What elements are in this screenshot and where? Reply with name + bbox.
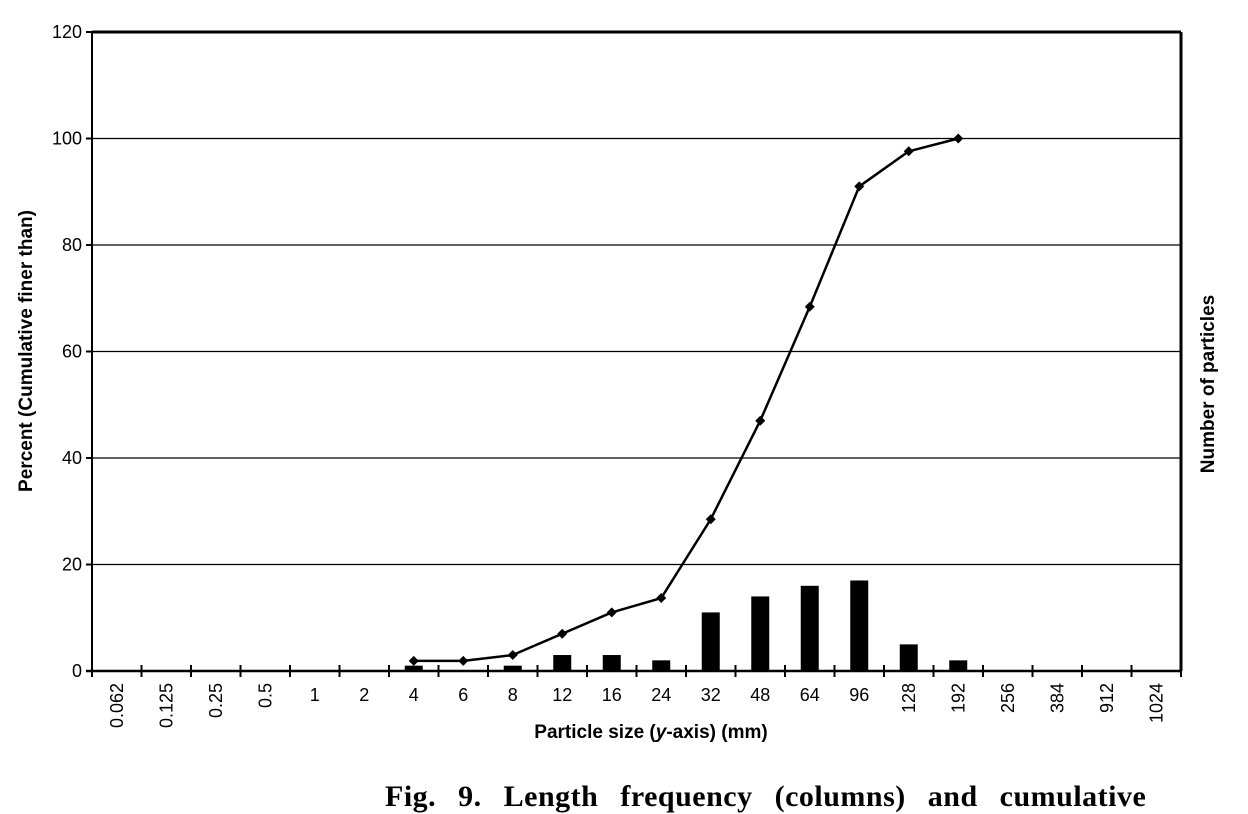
diamond-marker-64 bbox=[804, 301, 815, 312]
cumulative-percent-line bbox=[408, 133, 964, 666]
bar-8 bbox=[503, 665, 522, 671]
x-tick-label-1: 1 bbox=[310, 685, 320, 705]
bar-16 bbox=[602, 655, 621, 671]
plot-frame bbox=[86, 30, 1183, 677]
y-tick-label-100: 100 bbox=[52, 129, 82, 149]
left-y-axis-title: Percent (Cumulative finer than) bbox=[16, 210, 37, 492]
cumulative-line-path bbox=[413, 137, 959, 663]
x-tick-label-0.5: 0.5 bbox=[255, 683, 275, 708]
x-tick-label-384: 384 bbox=[1047, 683, 1067, 713]
bar-24 bbox=[652, 660, 671, 671]
x-tick-label-32: 32 bbox=[701, 685, 721, 705]
bar-64 bbox=[800, 585, 819, 671]
bar-4 bbox=[404, 665, 423, 671]
x-tick-label-64: 64 bbox=[800, 685, 820, 705]
y-tick-label-120: 120 bbox=[52, 22, 82, 42]
diamond-marker-12 bbox=[557, 628, 568, 639]
x-tick-label-2: 2 bbox=[359, 685, 369, 705]
diamond-marker-48 bbox=[755, 415, 766, 426]
x-tick-label-0.062: 0.062 bbox=[107, 683, 127, 728]
x-tick-label-0.125: 0.125 bbox=[156, 683, 176, 728]
bar-12 bbox=[553, 655, 572, 671]
x-tick-label-8: 8 bbox=[508, 685, 518, 705]
x-tick-label-24: 24 bbox=[651, 685, 671, 705]
left-y-axis-ticks: 0 20 40 60 80 100 120 bbox=[52, 22, 92, 681]
x-tick-label-4: 4 bbox=[409, 685, 419, 705]
diamond-marker-16 bbox=[606, 607, 617, 618]
y-tick-label-20: 20 bbox=[62, 555, 82, 575]
x-axis-title-italic: y bbox=[655, 722, 668, 743]
particle-count-bars bbox=[404, 580, 968, 671]
horizontal-gridlines bbox=[92, 137, 1181, 566]
y-tick-label-40: 40 bbox=[62, 448, 82, 468]
diamond-marker-192 bbox=[953, 133, 964, 144]
y-tick-label-60: 60 bbox=[62, 342, 82, 362]
y-tick-label-0: 0 bbox=[72, 661, 82, 681]
x-tick-label-48: 48 bbox=[750, 685, 770, 705]
x-tick-label-912: 912 bbox=[1097, 683, 1117, 713]
x-tick-label-96: 96 bbox=[849, 685, 869, 705]
x-axis-ticks: 0.062 0.125 0.25 0.5 1 2 4 6 8 12 16 24 32 48 64 96 128 1… bbox=[91, 665, 1182, 728]
diamond-marker-6 bbox=[458, 655, 469, 666]
x-axis-title: Particle size (y-axis) (mm) bbox=[534, 722, 767, 743]
y-tick-label-80: 80 bbox=[62, 235, 82, 255]
diamond-marker-24 bbox=[656, 593, 667, 604]
diamond-marker-8 bbox=[507, 650, 518, 661]
x-tick-label-256: 256 bbox=[998, 683, 1018, 713]
figure-caption: Fig. 9. Length frequency (columns) and c… bbox=[385, 780, 1147, 813]
x-tick-label-128: 128 bbox=[899, 683, 919, 713]
x-tick-label-16: 16 bbox=[602, 685, 622, 705]
diamond-marker-32 bbox=[705, 514, 716, 525]
x-tick-label-192: 192 bbox=[948, 683, 968, 713]
bar-32 bbox=[701, 612, 720, 671]
x-axis-title-part-2: -axis) (mm) bbox=[666, 722, 767, 743]
bar-96 bbox=[850, 580, 869, 671]
right-y-axis-title: Number of particles bbox=[1198, 295, 1219, 473]
x-axis-title-part-1: Particle size ( bbox=[534, 722, 656, 743]
diamond-marker-4 bbox=[408, 655, 419, 666]
x-tick-label-1024: 1024 bbox=[1146, 683, 1166, 723]
diamond-marker-96 bbox=[854, 181, 865, 192]
bar-128 bbox=[899, 644, 918, 671]
x-tick-label-6: 6 bbox=[458, 685, 468, 705]
diamond-marker-128 bbox=[903, 146, 914, 157]
bar-192 bbox=[949, 660, 968, 671]
x-tick-label-0.25: 0.25 bbox=[206, 683, 226, 718]
bar-48 bbox=[751, 596, 770, 671]
x-tick-label-12: 12 bbox=[552, 685, 572, 705]
